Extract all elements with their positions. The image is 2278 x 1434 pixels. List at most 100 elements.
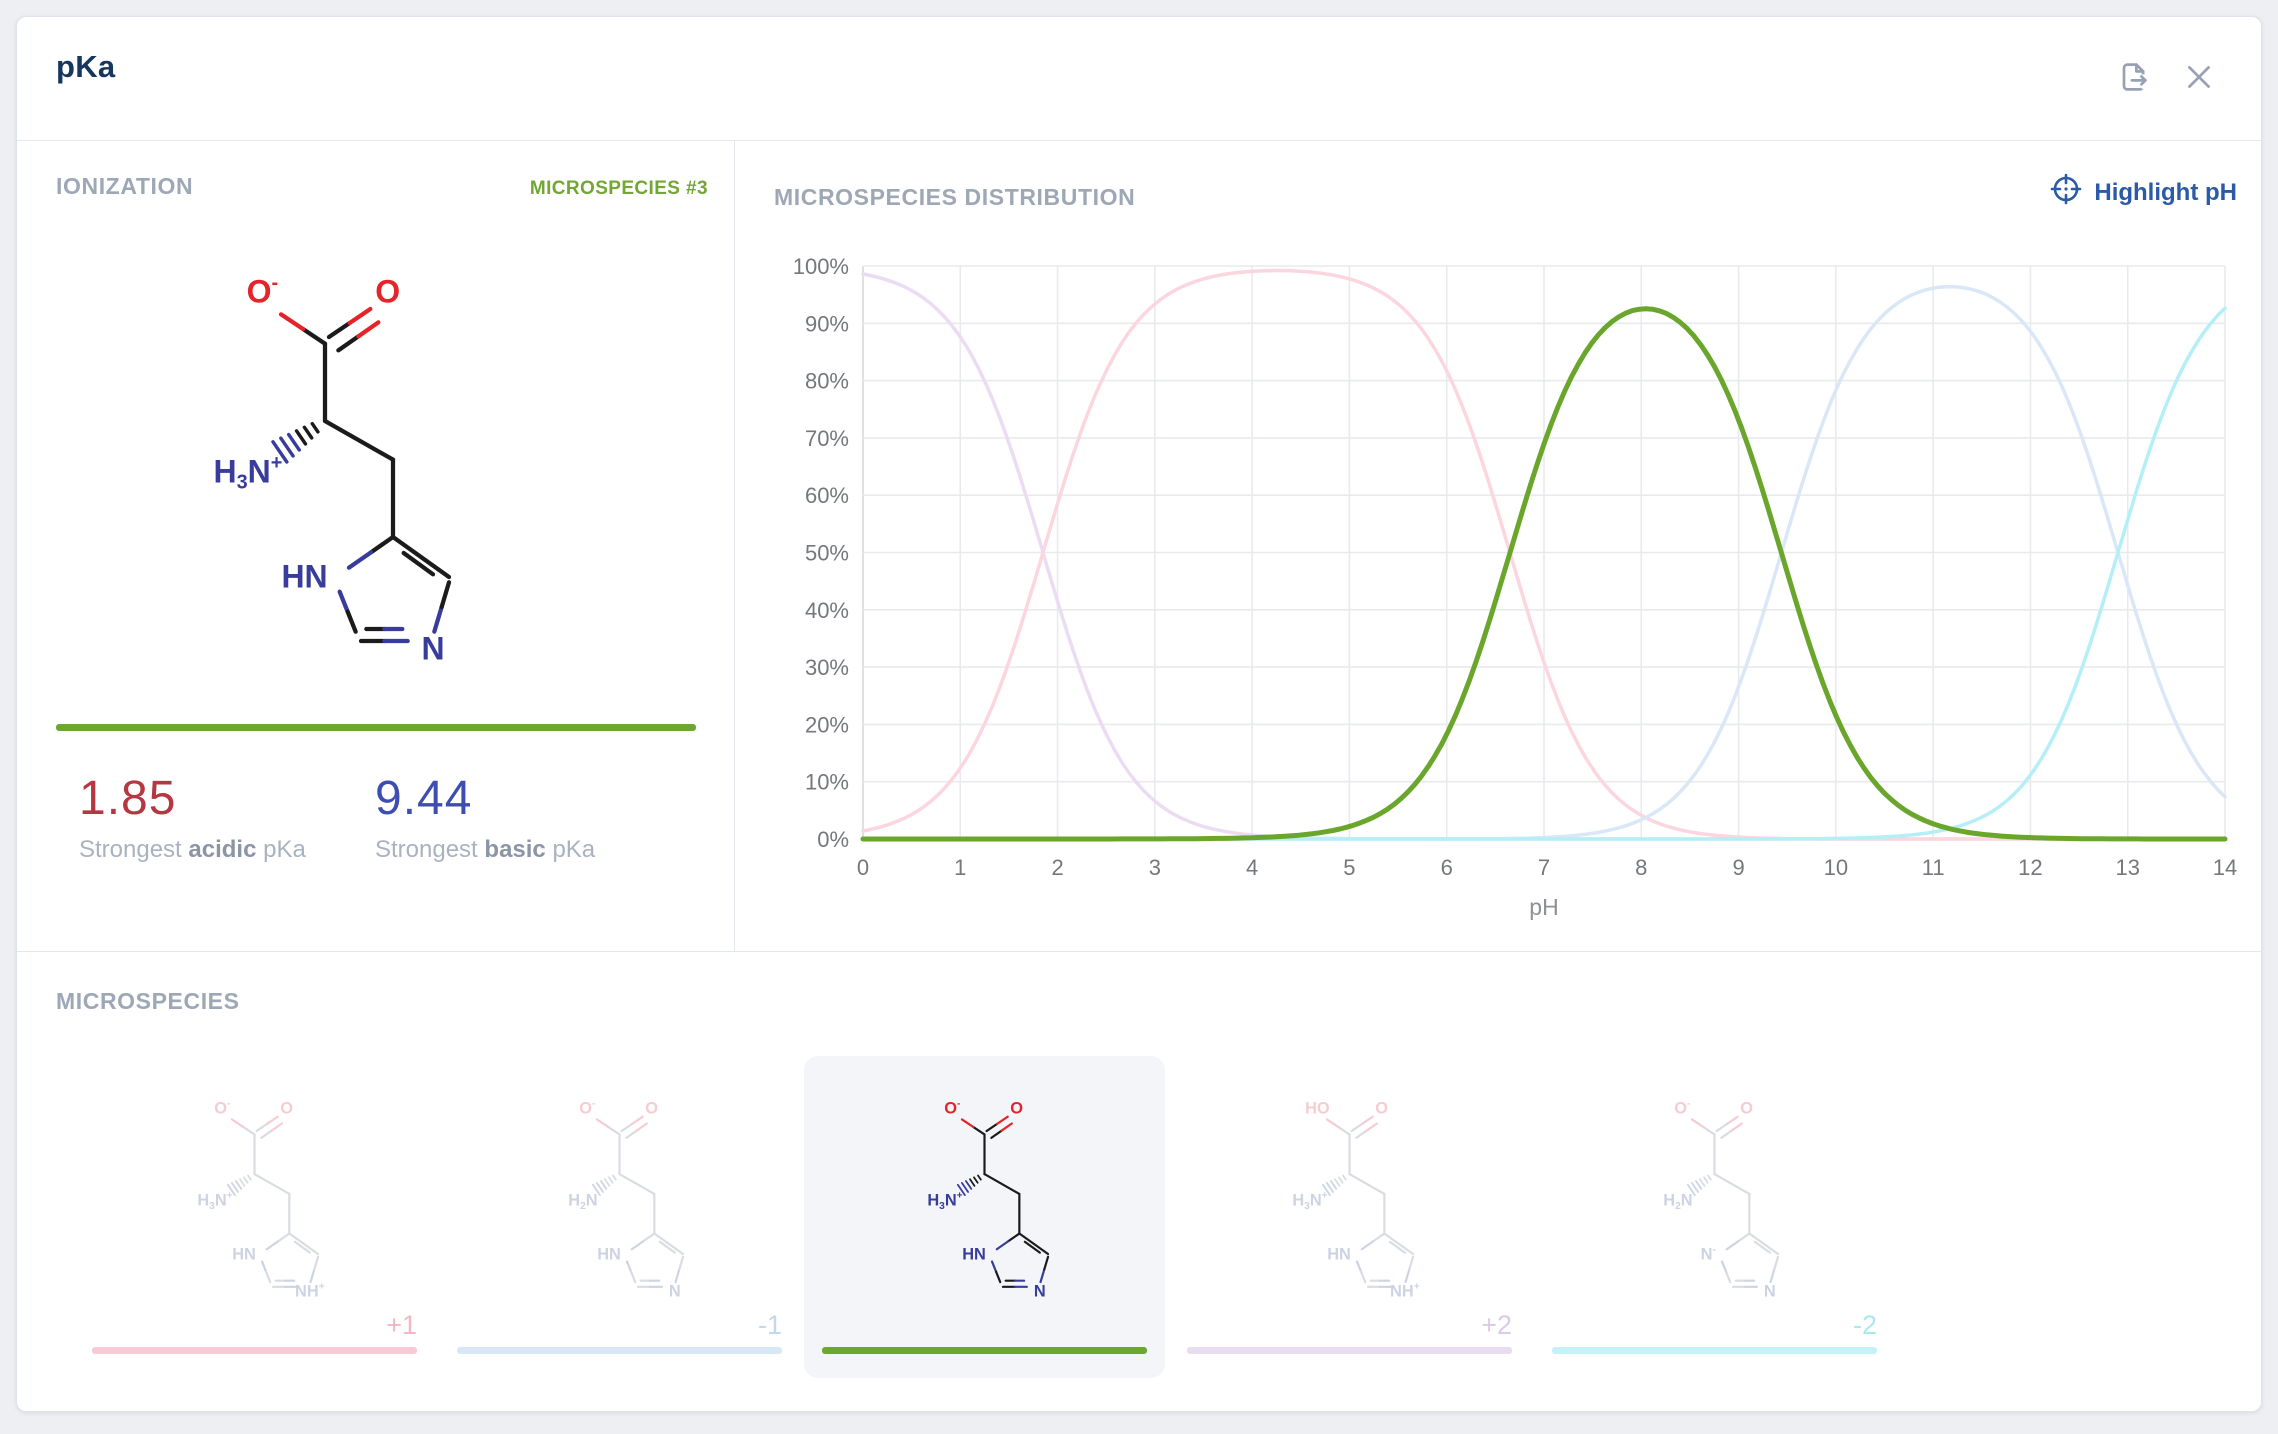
microspecies-charge-label <box>822 1307 1147 1343</box>
microspecies-tile-2[interactable]: O- O H2N HN N -1 <box>439 1056 800 1378</box>
microspecies-structure: HO O H3N+ HN NH+ <box>1247 1088 1452 1307</box>
svg-text:H2N: H2N <box>568 1192 597 1212</box>
svg-text:N: N <box>421 631 444 667</box>
microspecies-badge: MICROSPECIES #3 <box>529 178 708 199</box>
svg-text:90%: 90% <box>805 311 849 336</box>
svg-text:N: N <box>1034 1282 1046 1300</box>
acidic-pka-value: 1.85 <box>79 772 177 825</box>
svg-text:N-: N- <box>1701 1245 1716 1264</box>
microspecies-accent-bar <box>822 1347 1147 1354</box>
svg-text:O-: O- <box>1674 1098 1690 1117</box>
svg-text:50%: 50% <box>805 541 849 566</box>
svg-text:H2N: H2N <box>1663 1192 1692 1212</box>
svg-text:N: N <box>669 1282 681 1300</box>
svg-text:80%: 80% <box>805 369 849 394</box>
basic-pka-value: 9.44 <box>375 772 473 825</box>
svg-text:40%: 40% <box>805 598 849 623</box>
svg-text:4: 4 <box>1246 855 1258 880</box>
svg-text:14: 14 <box>2213 855 2237 880</box>
microspecies-charge-label: +2 <box>1481 1310 1512 1340</box>
selected-microspecies-structure: O- O H3N+ HN N <box>125 253 525 680</box>
svg-text:9: 9 <box>1732 855 1744 880</box>
svg-text:HN: HN <box>597 1246 621 1264</box>
svg-text:O: O <box>1740 1099 1753 1117</box>
svg-text:O-: O- <box>247 272 279 309</box>
microspecies-accent-bar <box>92 1347 417 1354</box>
svg-text:HO: HO <box>1305 1099 1330 1117</box>
microspecies-accent-bar <box>1552 1347 1877 1354</box>
svg-text:H3N+: H3N+ <box>927 1191 962 1212</box>
svg-text:7: 7 <box>1538 855 1550 880</box>
export-icon[interactable] <box>2113 57 2153 97</box>
svg-text:12: 12 <box>2018 855 2042 880</box>
microspecies-section-title: MICROSPECIES <box>56 988 240 1014</box>
svg-text:pH: pH <box>1529 894 1558 920</box>
svg-text:O-: O- <box>944 1098 960 1117</box>
svg-text:H3N+: H3N+ <box>213 452 282 494</box>
acidic-pka-caption: Strongest acidic pKa <box>79 836 306 863</box>
microspecies-panel: MICROSPECIES O- O H3N+ HN NH+ +1 O- O H2N HN N -1 O-… <box>17 951 2261 1413</box>
microspecies-tile-3[interactable]: O- O H3N+ HN N <box>804 1056 1165 1378</box>
svg-text:0%: 0% <box>817 827 849 852</box>
microspecies-distribution-chart[interactable]: 0%10%20%30%40%50%60%70%80%90%100%0 1 2 3 4 5 6… <box>735 141 2263 951</box>
svg-text:O: O <box>280 1099 293 1117</box>
close-icon[interactable] <box>2179 57 2219 97</box>
svg-text:N: N <box>1764 1282 1776 1300</box>
svg-text:NH+: NH+ <box>295 1282 325 1301</box>
microspecies-list: O- O H3N+ HN NH+ +1 O- O H2N HN N -1 O- O H3N+ HN N HO O H3… <box>74 1056 1895 1378</box>
distribution-section-title: MICROSPECIES DISTRIBUTION <box>774 184 1136 210</box>
highlight-ph-label: Highlight pH <box>2094 178 2237 206</box>
svg-text:O: O <box>645 1099 658 1117</box>
svg-text:0: 0 <box>857 855 869 880</box>
microspecies-tile-1[interactable]: O- O H3N+ HN NH+ +1 <box>74 1056 435 1378</box>
svg-text:10: 10 <box>1824 855 1848 880</box>
microspecies-tile-4[interactable]: HO O H3N+ HN NH+ +2 <box>1169 1056 1530 1378</box>
svg-text:H3N+: H3N+ <box>1292 1191 1327 1212</box>
distribution-panel: 0% 10% 20% 30% 40% 50% 60% 70% 80% 90% 100% 0 1 2 3 4 5 6… <box>735 141 2263 951</box>
svg-text:H3N+: H3N+ <box>197 1191 232 1212</box>
strongest-acidic-pka: 1.85 Strongest acidic pKa <box>79 771 306 864</box>
microspecies-charge-label: -2 <box>1852 1310 1877 1340</box>
svg-text:O: O <box>1375 1099 1388 1117</box>
svg-text:6: 6 <box>1441 855 1453 880</box>
page-title: pKa <box>56 49 116 84</box>
svg-text:3: 3 <box>1149 855 1161 880</box>
microspecies-accent-bar <box>1187 1347 1512 1354</box>
svg-text:O-: O- <box>579 1098 595 1117</box>
svg-text:20%: 20% <box>805 712 849 737</box>
svg-text:5: 5 <box>1343 855 1355 880</box>
svg-text:10%: 10% <box>805 770 849 795</box>
microspecies-tile-5[interactable]: O- O H2N N- N -2 <box>1534 1056 1895 1378</box>
microspecies-charge-label: +1 <box>386 1310 417 1340</box>
svg-text:HN: HN <box>962 1246 986 1264</box>
pka-dialog: pKa IONIZATION MICROSPECIES #3 <box>16 16 2262 1412</box>
svg-text:O: O <box>1010 1099 1023 1117</box>
microspecies-accent-bar <box>457 1347 782 1354</box>
microspecies-charge-label: -1 <box>757 1310 782 1340</box>
svg-text:HN: HN <box>1327 1246 1351 1264</box>
microspecies-structure: O- O H3N+ HN N <box>882 1088 1087 1307</box>
svg-text:1: 1 <box>954 855 966 880</box>
svg-text:NH+: NH+ <box>1390 1282 1420 1301</box>
svg-text:100%: 100% <box>793 254 849 279</box>
basic-pka-caption: Strongest basic pKa <box>375 836 596 863</box>
svg-text:HN: HN <box>281 559 327 595</box>
svg-text:2: 2 <box>1051 855 1063 880</box>
highlight-ph-button[interactable]: Highlight pH <box>2050 173 2237 212</box>
svg-text:30%: 30% <box>805 655 849 680</box>
target-icon <box>2050 173 2082 212</box>
svg-text:8: 8 <box>1635 855 1647 880</box>
ionization-section-title: IONIZATION <box>56 173 194 199</box>
selected-accent-bar <box>56 724 696 731</box>
dialog-header: pKa <box>17 17 2261 141</box>
microspecies-structure: O- O H3N+ HN NH+ <box>152 1088 357 1307</box>
svg-text:70%: 70% <box>805 426 849 451</box>
strongest-basic-pka: 9.44 Strongest basic pKa <box>375 771 595 864</box>
svg-text:O-: O- <box>214 1098 230 1117</box>
svg-text:O: O <box>375 273 400 309</box>
ionization-panel: IONIZATION MICROSPECIES #3 O- O H3N+ HN N 1.… <box>17 141 735 951</box>
svg-text:11: 11 <box>1922 855 1945 880</box>
microspecies-structure: O- O H2N N- N <box>1612 1088 1817 1307</box>
svg-text:13: 13 <box>2115 855 2139 880</box>
svg-text:60%: 60% <box>805 483 849 508</box>
